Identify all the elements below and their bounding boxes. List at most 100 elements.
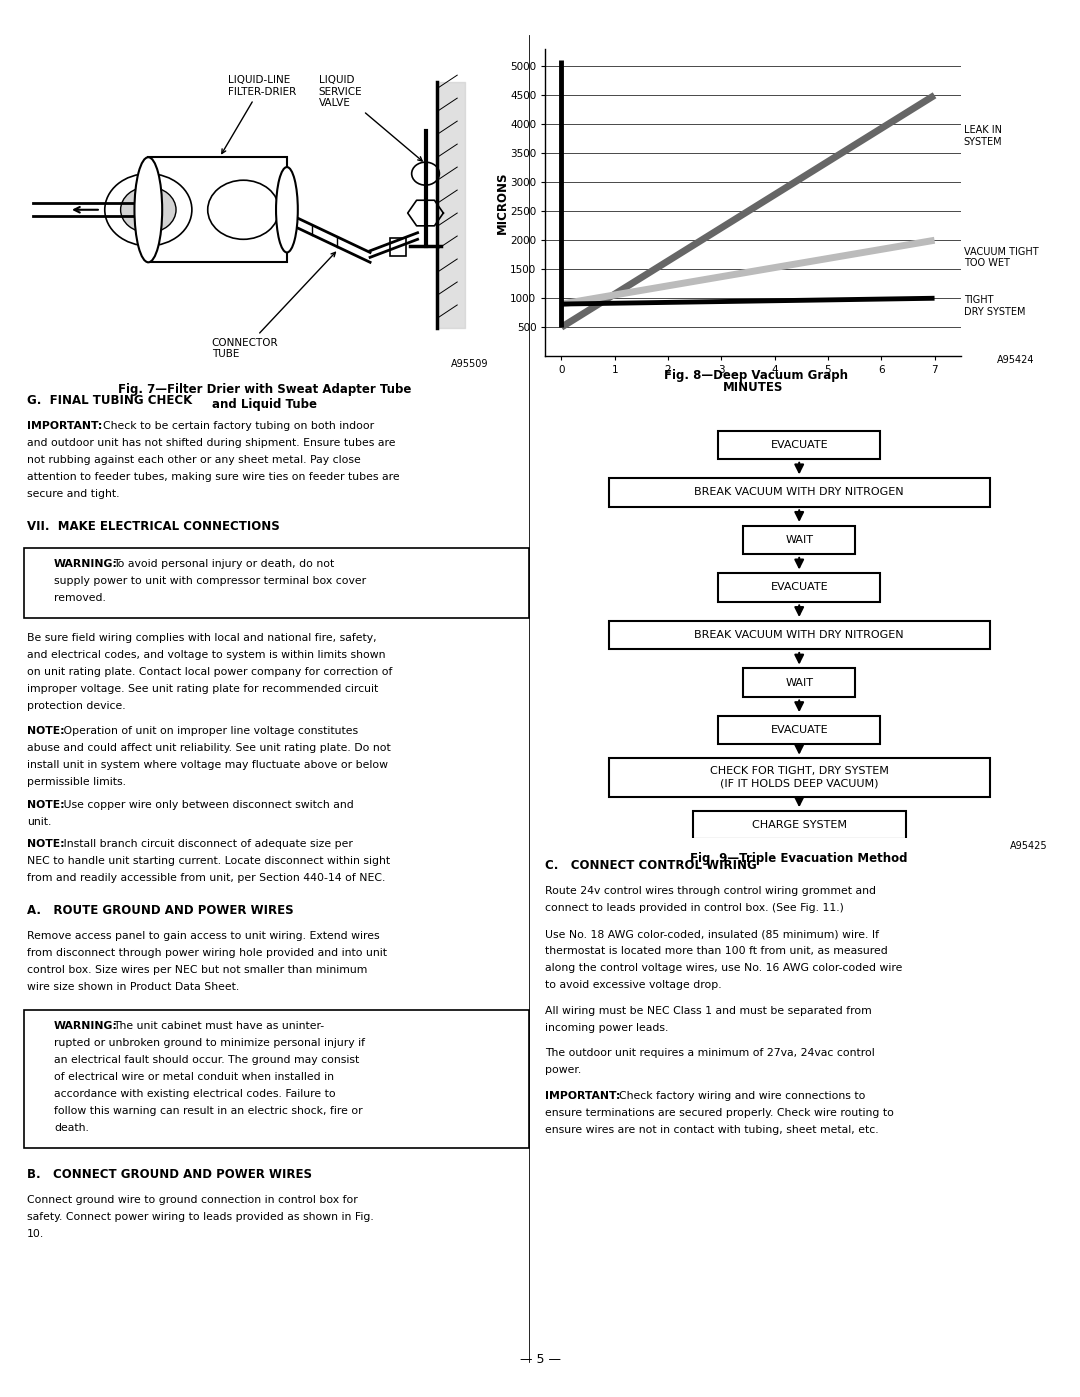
FancyBboxPatch shape (609, 620, 989, 650)
Text: WAIT: WAIT (785, 678, 813, 687)
Text: on unit rating plate. Contact local power company for correction of: on unit rating plate. Contact local powe… (27, 666, 392, 676)
Ellipse shape (135, 158, 162, 263)
Y-axis label: MICRONS: MICRONS (496, 172, 509, 233)
Text: supply power to unit with compressor terminal box cover: supply power to unit with compressor ter… (54, 577, 366, 587)
Text: not rubbing against each other or any sheet metal. Pay close: not rubbing against each other or any sh… (27, 455, 361, 465)
Text: Install branch circuit disconnect of adequate size per: Install branch circuit disconnect of ade… (60, 838, 353, 849)
Circle shape (121, 187, 176, 233)
Text: Operation of unit on improper line voltage constitutes: Operation of unit on improper line volta… (60, 726, 359, 736)
Text: LIQUID-LINE
FILTER-DRIER: LIQUID-LINE FILTER-DRIER (221, 75, 296, 154)
Text: VACUUM TIGHT
TOO WET: VACUUM TIGHT TOO WET (963, 247, 1039, 268)
Text: — 5 —: — 5 — (519, 1354, 561, 1366)
Text: 10.: 10. (27, 1229, 44, 1239)
X-axis label: MINUTES: MINUTES (724, 381, 783, 394)
Text: WAIT: WAIT (785, 535, 813, 545)
Text: All wiring must be NEC Class 1 and must be separated from: All wiring must be NEC Class 1 and must … (545, 1006, 873, 1016)
Text: A95509: A95509 (451, 359, 489, 369)
Text: of electrical wire or metal conduit when installed in: of electrical wire or metal conduit when… (54, 1073, 334, 1083)
Text: IMPORTANT:: IMPORTANT: (27, 422, 103, 432)
Text: accordance with existing electrical codes. Failure to: accordance with existing electrical code… (54, 1090, 336, 1099)
Text: WARNING:: WARNING: (54, 559, 118, 569)
Text: rupted or unbroken ground to minimize personal injury if: rupted or unbroken ground to minimize pe… (54, 1038, 365, 1048)
Text: NOTE:: NOTE: (27, 838, 65, 849)
Text: C.   CONNECT CONTROL WIRING: C. CONNECT CONTROL WIRING (545, 859, 757, 872)
Text: death.: death. (54, 1123, 89, 1133)
Text: The unit cabinet must have as uninter-: The unit cabinet must have as uninter- (113, 1021, 324, 1031)
Text: LIQUID
SERVICE
VALVE: LIQUID SERVICE VALVE (319, 75, 422, 161)
Text: control box. Size wires per NEC but not smaller than minimum: control box. Size wires per NEC but not … (27, 965, 367, 975)
Text: ensure terminations are secured properly. Check wire routing to: ensure terminations are secured properly… (545, 1108, 894, 1118)
Text: secure and tight.: secure and tight. (27, 489, 120, 499)
Text: permissible limits.: permissible limits. (27, 777, 126, 788)
Text: IMPORTANT:: IMPORTANT: (545, 1091, 621, 1101)
FancyBboxPatch shape (718, 715, 880, 745)
FancyBboxPatch shape (692, 812, 906, 840)
FancyBboxPatch shape (609, 478, 989, 507)
Text: from and readily accessible from unit, per Section 440-14 of NEC.: from and readily accessible from unit, p… (27, 873, 386, 883)
Text: EVACUATE: EVACUATE (770, 440, 828, 450)
Text: follow this warning can result in an electric shock, fire or: follow this warning can result in an ele… (54, 1106, 363, 1116)
Text: The outdoor unit requires a minimum of 27va, 24vac control: The outdoor unit requires a minimum of 2… (545, 1048, 875, 1059)
Text: NEC to handle unit starting current. Locate disconnect within sight: NEC to handle unit starting current. Loc… (27, 856, 390, 866)
Text: Use copper wire only between disconnect switch and: Use copper wire only between disconnect … (60, 799, 354, 810)
Text: B.   CONNECT GROUND AND POWER WIRES: B. CONNECT GROUND AND POWER WIRES (27, 1168, 312, 1180)
Text: To avoid personal injury or death, do not: To avoid personal injury or death, do no… (113, 559, 335, 569)
Text: improper voltage. See unit rating plate for recommended circuit: improper voltage. See unit rating plate … (27, 683, 378, 694)
Text: and outdoor unit has not shifted during shipment. Ensure tubes are: and outdoor unit has not shifted during … (27, 439, 395, 448)
Text: abuse and could affect unit reliability. See unit rating plate. Do not: abuse and could affect unit reliability.… (27, 743, 391, 753)
FancyBboxPatch shape (743, 668, 855, 697)
Text: Fig. 7—Filter Drier with Sweat Adapter Tube
and Liquid Tube: Fig. 7—Filter Drier with Sweat Adapter T… (118, 383, 411, 411)
Text: wire size shown in Product Data Sheet.: wire size shown in Product Data Sheet. (27, 982, 240, 992)
Text: Check factory wiring and wire connections to: Check factory wiring and wire connection… (619, 1091, 865, 1101)
Text: ensure wires are not in contact with tubing, sheet metal, etc.: ensure wires are not in contact with tub… (545, 1125, 879, 1134)
Text: !: ! (35, 1112, 39, 1123)
Text: !: ! (35, 583, 39, 592)
Text: NOTE:: NOTE: (27, 726, 65, 736)
FancyBboxPatch shape (718, 430, 880, 460)
Text: install unit in system where voltage may fluctuate above or below: install unit in system where voltage may… (27, 760, 388, 770)
Text: thermostat is located more than 100 ft from unit, as measured: thermostat is located more than 100 ft f… (545, 946, 888, 956)
Text: VII.  MAKE ELECTRICAL CONNECTIONS: VII. MAKE ELECTRICAL CONNECTIONS (27, 520, 280, 534)
Text: Check to be certain factory tubing on both indoor: Check to be certain factory tubing on bo… (103, 422, 374, 432)
Text: connect to leads provided in control box. (See Fig. 11.): connect to leads provided in control box… (545, 904, 845, 914)
Ellipse shape (276, 168, 298, 253)
Text: Connect ground wire to ground connection in control box for: Connect ground wire to ground connection… (27, 1194, 357, 1206)
Text: Fig. 9—Triple Evacuation Method: Fig. 9—Triple Evacuation Method (690, 852, 908, 865)
Text: A95424: A95424 (997, 355, 1035, 365)
Text: unit.: unit. (27, 817, 52, 827)
Text: EVACUATE: EVACUATE (770, 725, 828, 735)
FancyBboxPatch shape (743, 525, 855, 555)
Text: protection device.: protection device. (27, 701, 125, 711)
Text: safety. Connect power wiring to leads provided as shown in Fig.: safety. Connect power wiring to leads pr… (27, 1213, 374, 1222)
Text: incoming power leads.: incoming power leads. (545, 1023, 669, 1032)
Text: LEAK IN
SYSTEM: LEAK IN SYSTEM (963, 126, 1002, 147)
Text: from disconnect through power wiring hole provided and into unit: from disconnect through power wiring hol… (27, 947, 387, 958)
Text: an electrical fault should occur. The ground may consist: an electrical fault should occur. The gr… (54, 1055, 360, 1066)
Text: to avoid excessive voltage drop.: to avoid excessive voltage drop. (545, 981, 723, 990)
Text: A.   ROUTE GROUND AND POWER WIRES: A. ROUTE GROUND AND POWER WIRES (27, 904, 294, 916)
Text: G.  FINAL TUBING CHECK: G. FINAL TUBING CHECK (27, 394, 192, 407)
FancyBboxPatch shape (718, 573, 880, 602)
Text: BREAK VACUUM WITH DRY NITROGEN: BREAK VACUUM WITH DRY NITROGEN (694, 488, 904, 497)
Text: power.: power. (545, 1066, 582, 1076)
FancyBboxPatch shape (148, 158, 287, 263)
Text: TIGHT
DRY SYSTEM: TIGHT DRY SYSTEM (963, 295, 1025, 317)
Text: Route 24v control wires through control wiring grommet and: Route 24v control wires through control … (545, 887, 876, 897)
Text: WARNING:: WARNING: (54, 1021, 118, 1031)
Text: CONNECTOR
TUBE: CONNECTOR TUBE (212, 253, 336, 359)
Text: CHECK FOR TIGHT, DRY SYSTEM
(IF IT HOLDS DEEP VACUUM): CHECK FOR TIGHT, DRY SYSTEM (IF IT HOLDS… (710, 767, 889, 789)
Text: Use No. 18 AWG color-coded, insulated (85 minimum) wire. If: Use No. 18 AWG color-coded, insulated (8… (545, 929, 879, 939)
Text: along the control voltage wires, use No. 16 AWG color-coded wire: along the control voltage wires, use No.… (545, 963, 903, 974)
Text: Be sure field wiring complies with local and national fire, safety,: Be sure field wiring complies with local… (27, 633, 377, 643)
Text: Remove access panel to gain access to unit wiring. Extend wires: Remove access panel to gain access to un… (27, 930, 380, 940)
Text: Fig. 8—Deep Vacuum Graph: Fig. 8—Deep Vacuum Graph (664, 369, 848, 381)
FancyBboxPatch shape (390, 237, 406, 256)
Text: A95425: A95425 (1010, 841, 1048, 851)
Text: BREAK VACUUM WITH DRY NITROGEN: BREAK VACUUM WITH DRY NITROGEN (694, 630, 904, 640)
FancyBboxPatch shape (609, 759, 989, 796)
Text: removed.: removed. (54, 594, 106, 604)
Text: EVACUATE: EVACUATE (770, 583, 828, 592)
Text: NOTE:: NOTE: (27, 799, 65, 810)
Text: CHARGE SYSTEM: CHARGE SYSTEM (752, 820, 847, 830)
Text: attention to feeder tubes, making sure wire ties on feeder tubes are: attention to feeder tubes, making sure w… (27, 472, 400, 482)
